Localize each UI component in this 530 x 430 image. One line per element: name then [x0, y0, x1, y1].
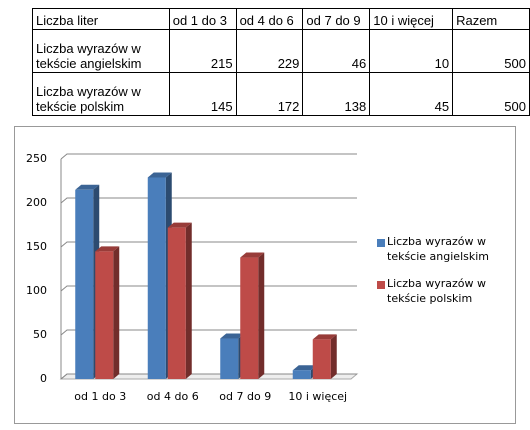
bar-side	[258, 252, 265, 379]
y-tick-label: 50	[33, 328, 47, 341]
header-cell: 10 i więcej	[369, 8, 454, 30]
label-cell: Liczba wyrazów w tekście polskim	[32, 72, 170, 116]
x-tick-label: od 7 do 9	[219, 390, 271, 403]
number-cell: 229	[235, 29, 304, 73]
number-cell: 145	[168, 72, 237, 116]
y-tick-label: 0	[40, 372, 47, 385]
number-cell: 500	[452, 29, 530, 73]
bar-side	[330, 334, 337, 379]
number-cell: 10	[369, 29, 454, 73]
x-tick-label: 10 i więcej	[288, 390, 347, 403]
bar-top	[167, 222, 192, 228]
number-cell: 500	[452, 72, 530, 116]
bar-top	[240, 252, 265, 258]
legend-label: Liczba wyrazów w tekście angielskim	[387, 235, 489, 263]
x-tick-label: od 4 do 6	[147, 390, 199, 403]
header-cell: od 7 do 9	[302, 8, 371, 30]
bar-top	[220, 333, 245, 339]
number-cell: 215	[168, 29, 237, 73]
bar	[167, 227, 186, 379]
bar-top	[75, 184, 100, 190]
bar-top	[95, 246, 120, 252]
chart: 0 50 100 150 200 250 od 1 do 3 od 4 do 6 od 7 do…	[14, 126, 516, 424]
legend-swatch	[377, 281, 385, 289]
number-cell: 172	[235, 72, 304, 116]
bar-top	[312, 334, 337, 340]
grid-line	[60, 197, 357, 204]
bar-side	[113, 246, 120, 379]
bar-top	[292, 365, 317, 371]
chart-svg: 0 50 100 150 200 250 od 1 do 3 od 4 do 6 od 7 do…	[26, 152, 359, 403]
bar	[147, 177, 166, 379]
bar	[95, 251, 114, 379]
bar-side	[185, 222, 192, 379]
bar-top	[147, 172, 172, 178]
number-cell: 46	[302, 29, 371, 73]
grid-line	[60, 241, 357, 248]
table-row: Liczba wyrazów w tekście polskim 145 172 13…	[32, 72, 530, 116]
x-tick-label: od 1 do 3	[74, 390, 126, 403]
number-cell: 138	[302, 72, 371, 116]
header-cell: Liczba liter	[32, 8, 170, 30]
bar	[220, 338, 239, 379]
y-tick-label: 150	[26, 240, 47, 253]
table-row: Liczba wyrazów w tekście angielskim 215 22…	[32, 29, 530, 73]
header-cell: od 4 do 6	[235, 8, 304, 30]
bar	[292, 370, 311, 379]
y-tick-label: 100	[26, 284, 47, 297]
grid-line	[60, 153, 357, 160]
legend-swatch	[377, 239, 385, 247]
header-cell: od 1 do 3	[168, 8, 237, 30]
legend-label: Liczba wyrazów w tekście polskim	[387, 277, 486, 305]
bar	[75, 189, 94, 379]
header-cell: Razem	[452, 8, 530, 30]
number-cell: 45	[369, 72, 454, 116]
label-cell: Liczba wyrazów w tekście angielskim	[32, 29, 170, 73]
bar	[240, 257, 259, 379]
bar	[312, 339, 331, 379]
y-tick-label: 250	[26, 152, 47, 165]
y-tick-label: 200	[26, 196, 47, 209]
